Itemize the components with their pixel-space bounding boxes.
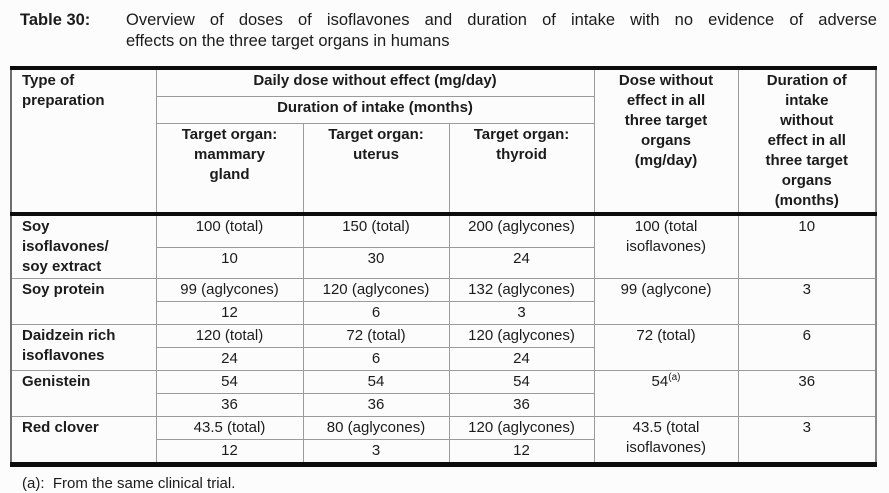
dose-all-organs-cell: 72 (total) (593, 324, 739, 371)
dose-all-organs-cell: 99 (aglycone) (593, 278, 739, 325)
uterus-dose-cell: 54 (302, 370, 449, 394)
duration-all-organs-cell: 36 (737, 370, 877, 417)
table-row-daidzein-months: 24 6 24 (11, 347, 876, 371)
preparation-cell: Daidzein rich isoflavones (11, 324, 156, 371)
header-row-target-organs: Target organ: mammary gland Target organ… (11, 123, 876, 216)
table-row-soy-protein-months: 12 6 3 (11, 301, 876, 325)
preparation-cell: Soy protein (11, 278, 156, 325)
table-row-soy-protein-dose: Soy protein 99 (aglycones) 120 (aglycone… (11, 278, 877, 325)
uterus-months-cell: 6 (302, 301, 449, 325)
thyroid-months-cell: 36 (448, 393, 595, 417)
col-header-target-organ-thyroid: Target organ: thyroid (448, 123, 595, 216)
table-row-daidzein-dose: Daidzein rich isoflavones 120 (total) 72… (11, 324, 877, 371)
preparation-cell: Genistein (11, 370, 156, 417)
mammary-months-cell: 36 (155, 393, 303, 417)
table-caption-text: Overview of doses of isoflavones and dur… (126, 10, 877, 52)
col-header-target-organ-uterus: Target organ: uterus (302, 123, 449, 216)
uterus-months-cell: 6 (302, 347, 449, 371)
duration-all-organs-cell: 6 (737, 324, 877, 371)
mammary-dose-cell: 120 (total) (155, 324, 303, 348)
header-row-duration: Duration of intake (months) (11, 96, 876, 124)
col-header-dose-all-organs: Dose without effect in all three target … (593, 68, 739, 216)
mammary-months-cell: 12 (155, 301, 303, 325)
duration-all-organs-cell: 3 (737, 416, 877, 465)
mammary-dose-cell: 100 (total) (155, 213, 303, 248)
uterus-months-cell: 36 (302, 393, 449, 417)
table-row-genistein-months: 36 36 36 (11, 393, 876, 417)
mammary-months-cell: 12 (155, 439, 303, 465)
thyroid-dose-cell: 200 (aglycones) (448, 213, 595, 248)
col-header-type-of-preparation: Type of preparation (11, 68, 156, 216)
thyroid-dose-cell: 54 (448, 370, 595, 394)
dose-all-value: 99 (aglycone) (620, 281, 712, 298)
dose-all-value: 43.5 (total isoflavones) (625, 419, 707, 456)
table-row-red-clover-dose: Red clover 43.5 (total) 80 (aglycones) 1… (11, 416, 877, 465)
dose-all-organs-cell: 43.5 (total isoflavones) (593, 416, 739, 465)
thyroid-dose-cell: 120 (aglycones) (448, 324, 595, 348)
col-header-duration-all-organs: Duration of intake without effect in all… (737, 68, 877, 216)
mammary-months-cell: 24 (155, 347, 303, 371)
dose-all-organs-cell: 54(a) (593, 370, 739, 417)
table-row-soy-isoflavones-months: 10 30 24 (11, 246, 876, 279)
col-header-duration-of-intake: Duration of intake (months) (155, 96, 595, 124)
table-body: Soy isoflavones/ soy extract 100 (total)… (11, 213, 877, 465)
isoflavone-dose-table: Type of preparation Daily dose without e… (10, 66, 878, 467)
mammary-months-cell: 10 (155, 246, 303, 279)
thyroid-dose-cell: 132 (aglycones) (448, 278, 595, 302)
table-footnote: (a): From the same clinical trial. (22, 475, 236, 492)
duration-all-organs-cell: 10 (737, 213, 877, 279)
preparation-cell: Red clover (11, 416, 156, 465)
dose-all-footnote-marker: (a) (668, 372, 681, 383)
col-header-target-organ-mammary: Target organ: mammary gland (155, 123, 303, 216)
uterus-dose-cell: 150 (total) (302, 213, 449, 248)
table-number-label: Table 30: (20, 11, 91, 29)
preparation-cell: Soy isoflavones/ soy extract (11, 213, 156, 279)
uterus-months-cell: 30 (302, 246, 449, 279)
thyroid-dose-cell: 120 (aglycones) (448, 416, 595, 440)
table-row-red-clover-months: 12 3 12 (11, 439, 876, 465)
mammary-dose-cell: 54 (155, 370, 303, 394)
uterus-months-cell: 3 (302, 439, 449, 465)
mammary-dose-cell: 99 (aglycones) (155, 278, 303, 302)
col-header-daily-dose: Daily dose without effect (mg/day) (155, 68, 595, 98)
thyroid-months-cell: 24 (448, 347, 595, 371)
caption-line-2: effects on the three target organs in hu… (126, 32, 450, 50)
uterus-dose-cell: 120 (aglycones) (302, 278, 449, 302)
uterus-dose-cell: 72 (total) (302, 324, 449, 348)
header-row-daily-dose: Type of preparation Daily dose without e… (11, 68, 877, 216)
thyroid-months-cell: 24 (448, 246, 595, 279)
uterus-dose-cell: 80 (aglycones) (302, 416, 449, 440)
thyroid-months-cell: 12 (448, 439, 595, 465)
thyroid-months-cell: 3 (448, 301, 595, 325)
table-caption: Table 30: Overview of doses of isoflavon… (10, 8, 881, 52)
caption-line-1: Overview of doses of isoflavones and dur… (126, 11, 877, 29)
table-row-soy-isoflavones-dose: Soy isoflavones/ soy extract 100 (total)… (11, 213, 877, 279)
dose-all-value: 100 (total isoflavones) (625, 218, 707, 255)
duration-all-organs-cell: 3 (737, 278, 877, 325)
table-row-genistein-dose: Genistein 54 54 54 54(a) 36 (11, 370, 877, 417)
mammary-dose-cell: 43.5 (total) (155, 416, 303, 440)
dose-all-value: 72 (total) (636, 327, 696, 344)
table-header: Type of preparation Daily dose without e… (11, 68, 877, 216)
dose-all-organs-cell: 100 (total isoflavones) (593, 213, 739, 279)
dose-all-value: 54 (651, 373, 669, 390)
